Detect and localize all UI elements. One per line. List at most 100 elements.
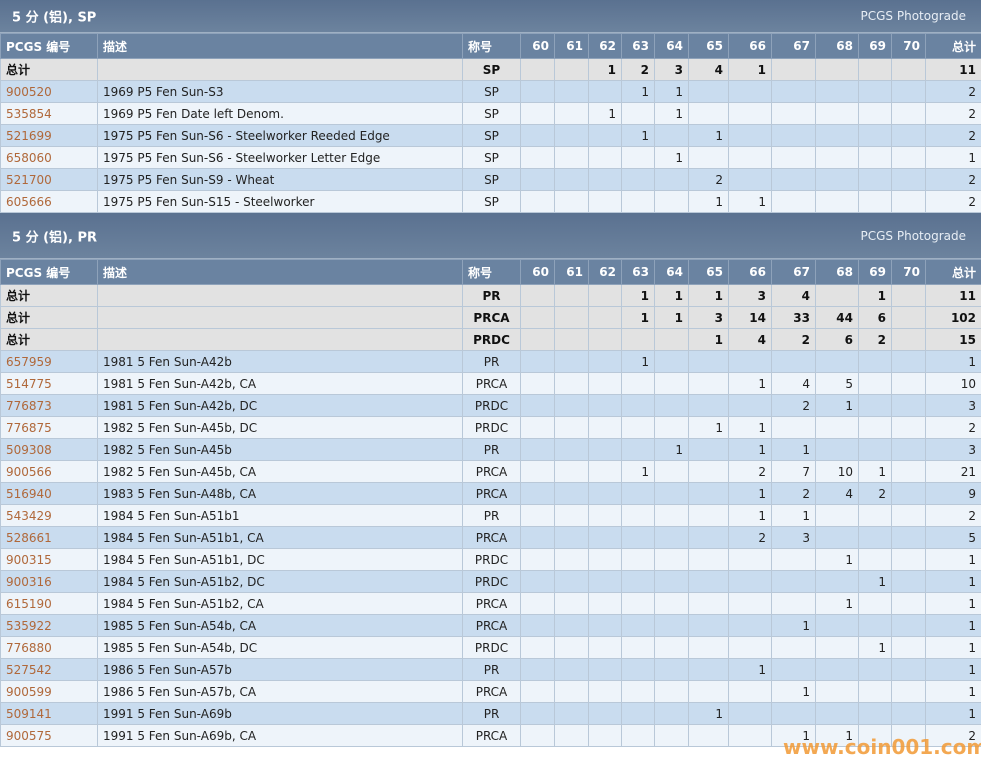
grade-count	[858, 124, 892, 147]
header-row: PCGS 编号 描述 称号 60 61 62 63 64 65 66 67 68 69 70 总计	[0, 259, 981, 285]
pcgs-number[interactable]: 776873	[0, 394, 98, 417]
grade-count	[588, 614, 622, 637]
total-row: 总计 PR 1 1 1 3 4 1 11	[0, 284, 981, 307]
column-header: 总计	[925, 33, 981, 59]
grade-count: 1	[925, 702, 981, 725]
grade-count: 1	[688, 416, 729, 439]
grade-count	[588, 482, 622, 505]
description: 1975 P5 Fen Sun-S9 - Wheat	[97, 168, 463, 191]
pcgs-number[interactable]: 527542	[0, 658, 98, 681]
grade-count	[554, 548, 589, 571]
grade-count	[621, 526, 655, 549]
pcgs-number[interactable]: 900315	[0, 548, 98, 571]
pcgs-number[interactable]: 535922	[0, 614, 98, 637]
watermark: www.coin001.com	[783, 735, 981, 759]
grade-count	[891, 526, 926, 549]
grade-count: 1	[815, 548, 859, 571]
pcgs-number[interactable]: 509308	[0, 438, 98, 461]
grade-count	[654, 548, 689, 571]
pcgs-number[interactable]: 900520	[0, 80, 98, 103]
grade-count: 1	[728, 372, 772, 395]
grade-count	[728, 394, 772, 417]
grade-count	[554, 80, 589, 103]
pcgs-number[interactable]: 658060	[0, 146, 98, 169]
grade-count	[688, 680, 729, 703]
pcgs-number[interactable]: 509141	[0, 702, 98, 725]
grade-count	[771, 702, 816, 725]
grade-count	[688, 526, 729, 549]
grade-count	[891, 394, 926, 417]
grade-count	[588, 80, 622, 103]
grade-count	[891, 636, 926, 659]
grade-count	[688, 592, 729, 615]
grade-count	[815, 416, 859, 439]
grade-count: 21	[925, 460, 981, 483]
grade-count	[588, 504, 622, 527]
pcgs-number[interactable]: 528661	[0, 526, 98, 549]
designation: PRCA	[462, 372, 521, 395]
grade-count	[728, 636, 772, 659]
grade-count	[520, 58, 555, 81]
grade-count: 2	[771, 394, 816, 417]
description: 1969 P5 Fen Date left Denom.	[97, 102, 463, 125]
pcgs-number[interactable]: 900599	[0, 680, 98, 703]
grade-count: 4	[771, 372, 816, 395]
description: 1975 P5 Fen Sun-S6 - Steelworker Letter …	[97, 146, 463, 169]
grade-count	[520, 124, 555, 147]
pcgs-number[interactable]: 514775	[0, 372, 98, 395]
pcgs-number[interactable]: 900575	[0, 724, 98, 747]
description: 1981 5 Fen Sun-A42b	[97, 350, 463, 373]
designation: PR	[462, 438, 521, 461]
grade-count: 1	[654, 146, 689, 169]
pcgs-number[interactable]: 521699	[0, 124, 98, 147]
description	[97, 306, 463, 329]
grade-count: 15	[925, 328, 981, 351]
coin-row: 509308 1982 5 Fen Sun-A45b PR 1 1 1 3	[0, 438, 981, 461]
grade-count	[728, 168, 772, 191]
pcgs-number[interactable]: 516940	[0, 482, 98, 505]
pcgs-number[interactable]: 776880	[0, 636, 98, 659]
grade-count: 5	[815, 372, 859, 395]
grade-count: 2	[925, 124, 981, 147]
grade-count	[588, 592, 622, 615]
grade-count	[554, 504, 589, 527]
grade-count	[815, 190, 859, 213]
grade-count	[654, 190, 689, 213]
grade-count	[858, 680, 892, 703]
grade-count: 4	[728, 328, 772, 351]
photograde-link[interactable]: PCGS Photograde	[860, 228, 966, 243]
grade-count	[520, 702, 555, 725]
grade-count	[688, 438, 729, 461]
column-header: 66	[728, 33, 772, 59]
pcgs-number[interactable]: 657959	[0, 350, 98, 373]
pcgs-number: 总计	[0, 328, 98, 351]
pcgs-number[interactable]: 605666	[0, 190, 98, 213]
grade-count	[858, 102, 892, 125]
grade-count: 1	[654, 284, 689, 307]
pcgs-number[interactable]: 900316	[0, 570, 98, 593]
grade-count: 1	[925, 658, 981, 681]
pcgs-number[interactable]: 535854	[0, 102, 98, 125]
grade-count	[891, 592, 926, 615]
pcgs-number[interactable]: 521700	[0, 168, 98, 191]
grade-count	[891, 306, 926, 329]
grade-count	[520, 658, 555, 681]
grade-count	[520, 190, 555, 213]
coin-row: 527542 1986 5 Fen Sun-A57b PR 1 1	[0, 658, 981, 681]
pcgs-number[interactable]: 776875	[0, 416, 98, 439]
grade-count: 1	[815, 394, 859, 417]
grade-count	[771, 80, 816, 103]
description: 1984 5 Fen Sun-A51b1, DC	[97, 548, 463, 571]
grade-count	[771, 592, 816, 615]
grade-count	[891, 482, 926, 505]
pcgs-number[interactable]: 615190	[0, 592, 98, 615]
photograde-link[interactable]: PCGS Photograde	[860, 9, 966, 23]
grade-count	[654, 350, 689, 373]
grade-count	[520, 306, 555, 329]
designation: SP	[462, 58, 521, 81]
grade-count	[621, 394, 655, 417]
grade-count	[688, 658, 729, 681]
pcgs-number[interactable]: 900566	[0, 460, 98, 483]
grade-count: 1	[654, 306, 689, 329]
pcgs-number[interactable]: 543429	[0, 504, 98, 527]
